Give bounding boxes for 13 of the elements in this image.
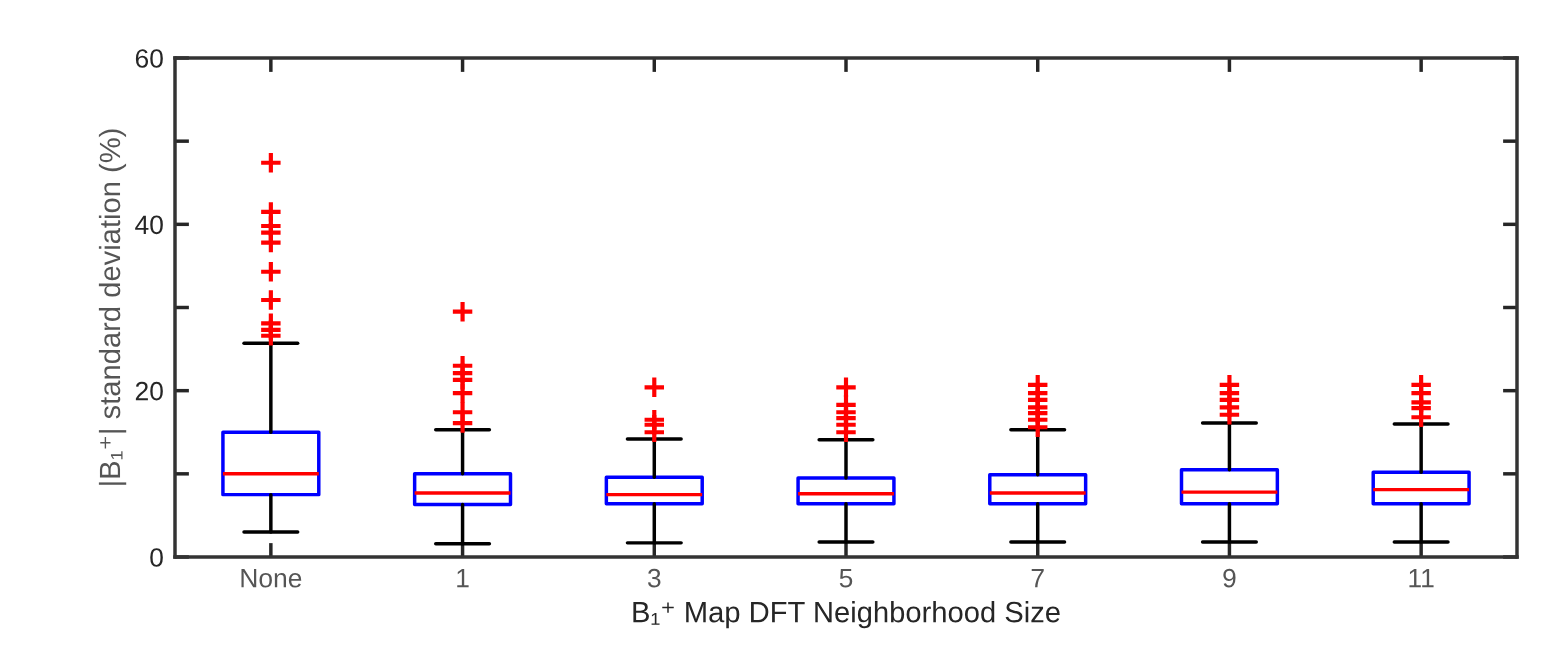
y-tick-label: 0	[150, 548, 163, 567]
x-tick-label: 7	[1031, 569, 1044, 588]
x-axis-title: B₁⁺ Map DFT Neighborhood Size	[633, 601, 1060, 629]
y-tick-label: 20	[135, 381, 163, 401]
x-tick-label: 3	[647, 568, 661, 588]
x-tick-label: None	[241, 569, 302, 588]
y-tick-label: 60	[135, 49, 163, 68]
y-tick-label: 40	[135, 215, 163, 235]
x-tick-label: 5	[839, 569, 853, 588]
y-axis-title: |B₁⁺| standard deviation (%)	[98, 129, 127, 485]
x-tick-label: 1	[457, 569, 469, 588]
x-tick-label: 11	[1409, 569, 1434, 588]
x-tick-label: 9	[1223, 568, 1236, 588]
